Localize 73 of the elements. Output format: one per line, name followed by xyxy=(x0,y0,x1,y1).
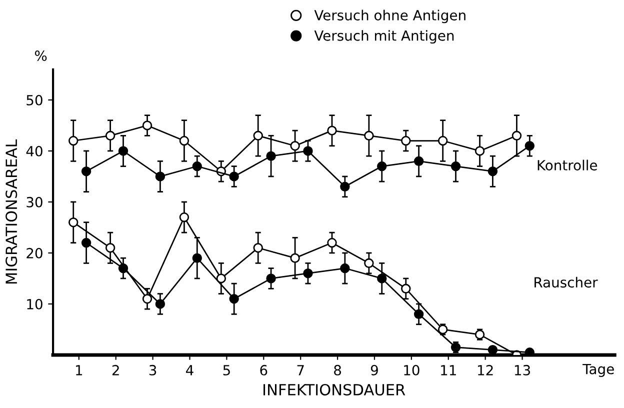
point xyxy=(401,136,411,146)
y-tick-label: 30 xyxy=(26,196,42,208)
point xyxy=(364,130,374,141)
annotation: Kontrolle xyxy=(538,160,598,170)
point xyxy=(377,274,387,284)
point xyxy=(179,212,190,222)
x-tick-label: 4 xyxy=(186,365,194,376)
point xyxy=(216,274,226,284)
point xyxy=(105,130,116,141)
point xyxy=(118,146,128,156)
point xyxy=(474,146,485,156)
x-tick-label: 11 xyxy=(441,365,456,376)
x-tick-label: 13 xyxy=(514,364,530,376)
point xyxy=(68,218,78,228)
x-tick-label: 5 xyxy=(223,365,230,376)
point xyxy=(229,172,239,182)
point xyxy=(414,156,424,166)
point xyxy=(266,151,276,161)
point xyxy=(253,130,263,141)
point xyxy=(68,136,78,146)
point xyxy=(488,345,498,355)
x-tick-label: 2 xyxy=(112,364,119,376)
legend-label: Versuch ohne Antigen xyxy=(314,10,466,24)
point xyxy=(192,253,202,263)
point xyxy=(414,309,424,320)
point xyxy=(155,299,166,309)
point xyxy=(488,166,498,176)
point xyxy=(290,253,300,263)
point xyxy=(118,263,128,274)
point xyxy=(512,130,522,141)
point xyxy=(340,182,350,192)
point xyxy=(155,172,166,182)
point xyxy=(401,284,411,294)
point xyxy=(266,274,276,284)
x-tick-label: 8 xyxy=(334,364,342,376)
point xyxy=(229,294,239,304)
point xyxy=(142,120,152,130)
y-tick-label: 50 xyxy=(26,94,42,106)
point xyxy=(450,161,461,172)
y-tick-label: 10 xyxy=(27,298,42,310)
point xyxy=(327,238,337,248)
point xyxy=(142,294,152,304)
point xyxy=(377,161,387,172)
point xyxy=(105,243,116,253)
x-tick-label: 9 xyxy=(370,364,378,376)
x-tick-label: 12 xyxy=(478,364,493,376)
point xyxy=(81,238,92,248)
x-axis-title: INFEKTIONSDAUER xyxy=(264,384,406,396)
point xyxy=(303,146,313,156)
y-tick-label: 40 xyxy=(26,146,42,156)
x-tick-label: 10 xyxy=(404,364,420,376)
y-tick-label: 20 xyxy=(26,248,42,258)
y-axis-title: MIGRATIONSAREAL xyxy=(6,139,18,284)
text: Tage xyxy=(582,364,614,377)
x-tick-label: 1 xyxy=(76,365,82,376)
point xyxy=(290,141,300,151)
point xyxy=(364,258,374,268)
x-tick-label: 7 xyxy=(297,365,304,376)
legend-label: Versuch mit Antigen xyxy=(314,30,454,44)
point xyxy=(179,136,190,146)
x-tick-label: 3 xyxy=(149,364,156,376)
point xyxy=(253,243,263,253)
point xyxy=(81,166,92,176)
point xyxy=(327,126,337,136)
point xyxy=(524,348,535,355)
point xyxy=(192,161,202,172)
point xyxy=(303,268,313,278)
point xyxy=(438,136,448,146)
point xyxy=(524,141,535,151)
text: % xyxy=(34,50,47,61)
point xyxy=(340,263,350,274)
x-tick-label: 6 xyxy=(260,364,268,376)
annotation: Rauscher xyxy=(534,276,598,288)
